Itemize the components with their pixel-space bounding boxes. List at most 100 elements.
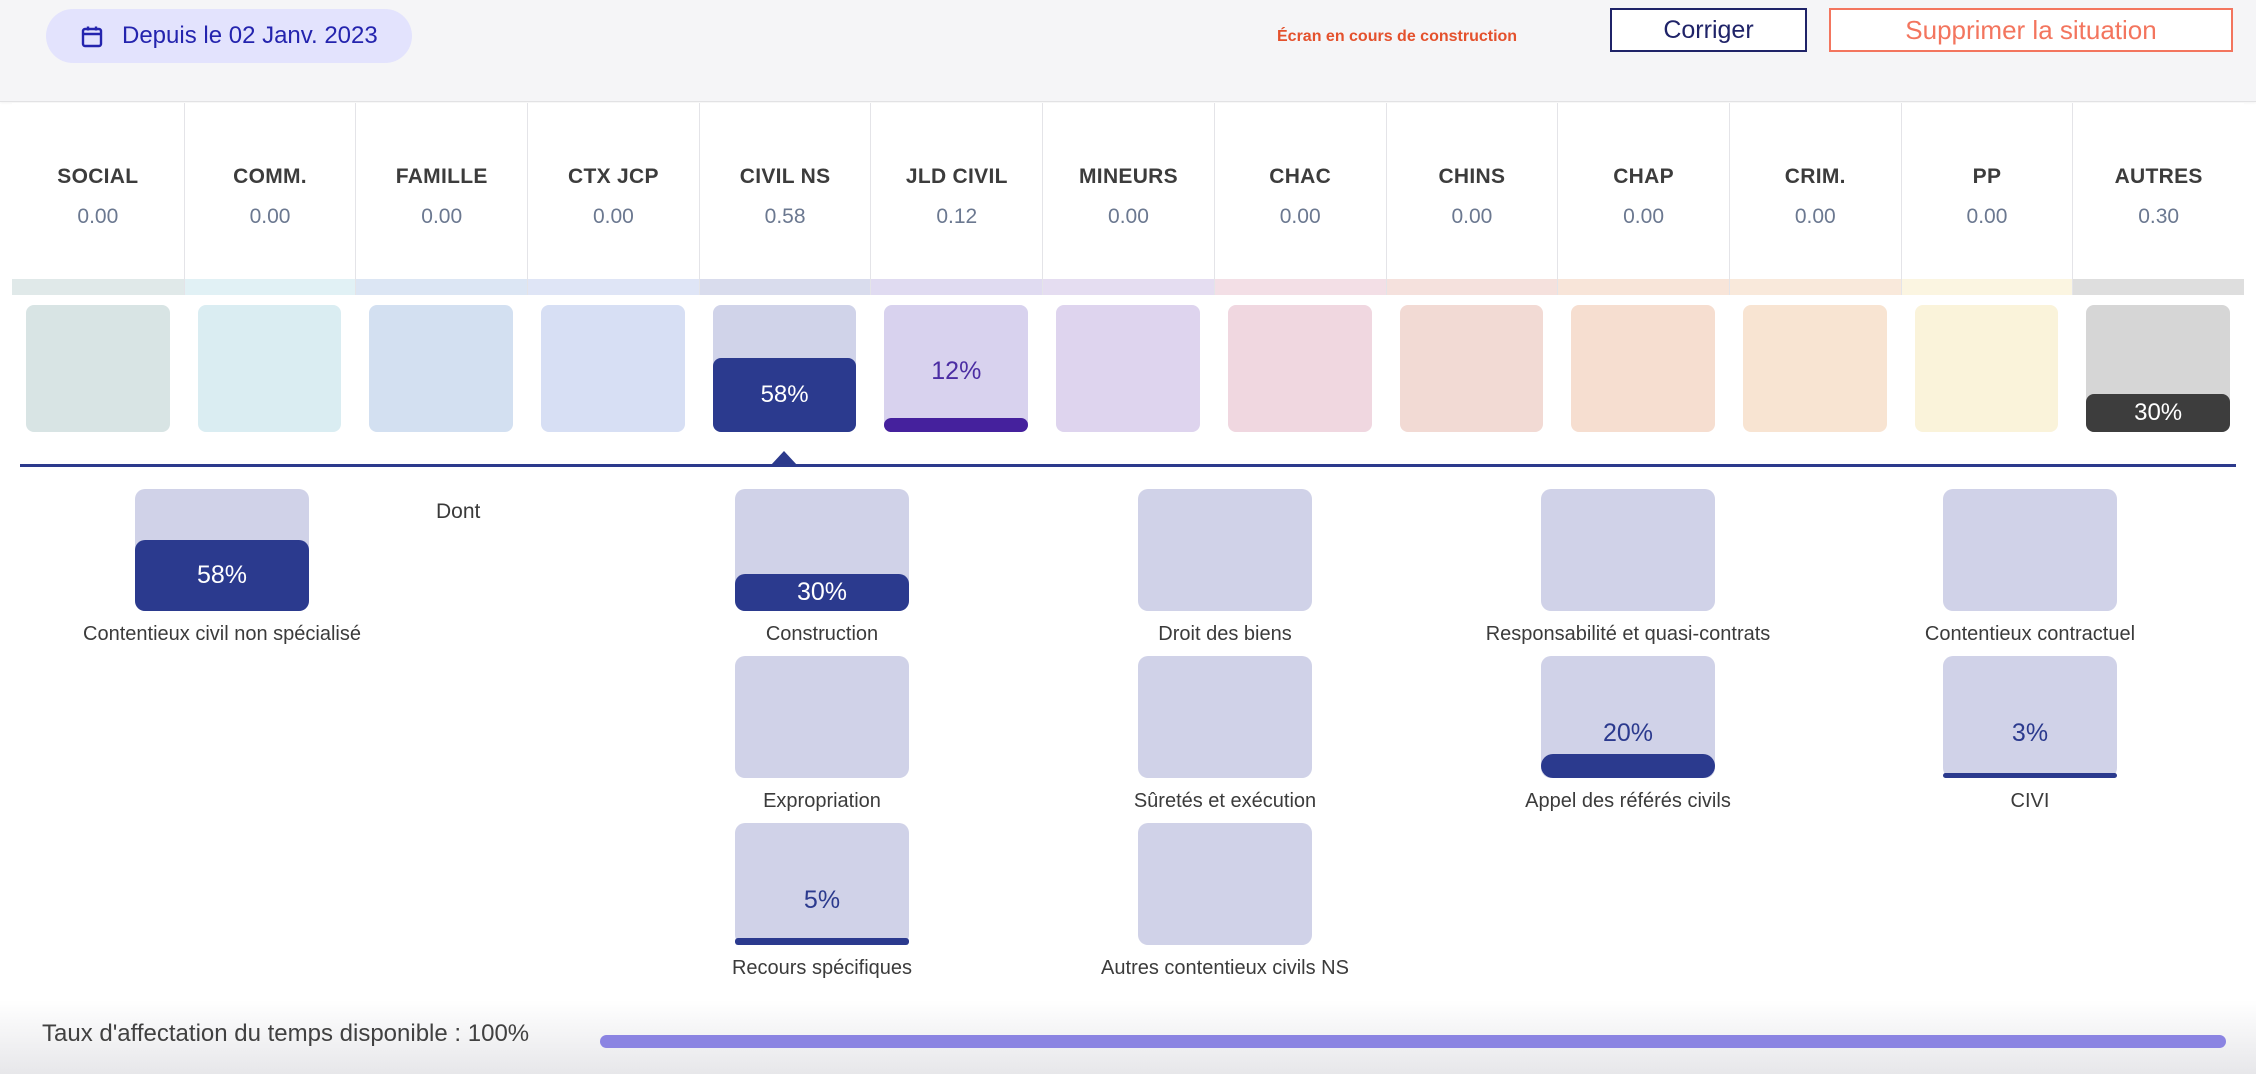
subcategory-box[interactable]: 3%	[1943, 656, 2117, 778]
category-header-chap[interactable]: CHAP 0.00	[1557, 103, 1729, 295]
subcategory-autres-contentieux-civils-ns: Autres contentieux civils NS	[1025, 823, 1425, 980]
subcategory-box[interactable]: 30%	[735, 489, 909, 611]
category-color-strip	[1386, 279, 1558, 295]
category-color-strip	[1214, 279, 1386, 295]
supprimer-situation-button[interactable]: Supprimer la situation	[1829, 8, 2233, 52]
percentage-label: 30%	[796, 578, 848, 607]
subcategory-box[interactable]: 5%	[735, 823, 909, 945]
subcategory-box[interactable]	[1541, 489, 1715, 611]
category-label: CRIM.	[1784, 165, 1846, 188]
subcategory-box[interactable]: 20%	[1541, 656, 1715, 778]
section-divider	[20, 464, 2236, 467]
category-header-chins[interactable]: CHINS 0.00	[1385, 103, 1558, 295]
tile-comm[interactable]	[197, 305, 342, 432]
subcategory-contentieux-contractuel: Contentieux contractuel	[1830, 489, 2230, 646]
tile-autres[interactable]: 30%	[2086, 305, 2230, 432]
tile-social[interactable]	[26, 305, 170, 432]
category-header-chac[interactable]: CHAC 0.00	[1213, 103, 1386, 295]
category-label: JLD CIVIL	[905, 165, 1008, 188]
subcategory-label: Autres contentieux civils NS	[1101, 957, 1349, 979]
category-value: 0.00	[77, 205, 119, 228]
category-header-comm[interactable]: COMM. 0.00	[183, 103, 356, 295]
subcategory-contentieux-civil-non-specialise: 58% Contentieux civil non spécialisé	[22, 489, 422, 646]
category-value: 0.00	[1966, 205, 2008, 228]
subcategory-box[interactable]	[1138, 656, 1312, 778]
category-header-pp[interactable]: PP 0.00	[1900, 103, 2073, 295]
tile-chins[interactable]	[1399, 305, 1544, 432]
category-label: FAMILLE	[395, 165, 488, 188]
category-header-social[interactable]: SOCIAL 0.00	[12, 103, 184, 295]
tile-famille[interactable]	[369, 305, 514, 432]
category-value: 0.00	[421, 205, 463, 228]
time-allocation-progress-bar	[600, 1035, 2226, 1048]
subcategory-box[interactable]	[1138, 823, 1312, 945]
category-color-strip	[1901, 279, 2073, 295]
subcategory-box[interactable]: 58%	[135, 489, 309, 611]
category-header-autres[interactable]: AUTRES 0.30	[2072, 103, 2244, 295]
category-label: AUTRES	[2114, 165, 2203, 188]
subcategory-label: Construction	[765, 623, 879, 645]
tile-percentage-bar	[884, 418, 1029, 432]
category-color-strip	[1729, 279, 1901, 295]
category-label: CTX JCP	[568, 165, 659, 188]
tile-jld-civil[interactable]: 12%	[884, 305, 1029, 432]
category-value: 0.30	[2138, 205, 2180, 228]
calendar-icon	[81, 26, 103, 48]
category-color-strip	[2073, 279, 2244, 295]
category-color-strip	[356, 279, 528, 295]
tile-pp[interactable]	[1914, 305, 2059, 432]
category-value: 0.00	[249, 205, 291, 228]
category-label: COMM.	[233, 165, 307, 188]
category-color-strip	[12, 279, 184, 295]
category-value: 0.00	[592, 205, 634, 228]
subcategory-label: Appel des référés civils	[1525, 790, 1731, 812]
category-label: CHAC	[1269, 165, 1332, 188]
category-value: 0.00	[1279, 205, 1321, 228]
subcategory-box[interactable]	[735, 656, 909, 778]
subcategory-box[interactable]	[1943, 489, 2117, 611]
subcategory-droit-des-biens: Droit des biens	[1025, 489, 1425, 646]
subcategory-appel-des-referes-civils: 20% Appel des référés civils	[1428, 656, 1828, 813]
category-color-strip	[184, 279, 356, 295]
subcategory-box[interactable]	[1138, 489, 1312, 611]
date-filter-pill[interactable]: Depuis le 02 Janv. 2023	[46, 9, 412, 63]
category-label: MINEURS	[1079, 165, 1178, 188]
percentage-fill: 58%	[135, 540, 309, 611]
category-header-row: SOCIAL 0.00 COMM. 0.00 FAMILLE 0.00 CTX …	[12, 103, 2244, 295]
percentage-bar	[735, 938, 909, 945]
percentage-bar	[1541, 753, 1715, 778]
subcategory-civi: 3% CIVI	[1830, 656, 2230, 813]
category-header-jld-civil[interactable]: JLD CIVIL 0.12	[870, 103, 1043, 295]
tile-crim[interactable]	[1742, 305, 1887, 432]
tile-chap[interactable]	[1571, 305, 1715, 432]
corriger-button[interactable]: Corriger	[1610, 8, 1807, 52]
subcategory-label: Responsabilité et quasi-contrats	[1485, 623, 1771, 645]
tile-percentage-fill: 30%	[2086, 393, 2230, 432]
tile-mineurs[interactable]	[1056, 305, 1200, 432]
category-color-strip	[1558, 279, 1729, 295]
percentage-fill: 30%	[735, 574, 909, 611]
percentage-label: 3%	[2011, 719, 2049, 748]
category-header-crim[interactable]: CRIM. 0.00	[1728, 103, 1901, 295]
subcategory-label: Expropriation	[763, 790, 881, 812]
subcategory-recours-specifiques: 5% Recours spécifiques	[622, 823, 1022, 980]
construction-notice: Écran en cours de construction	[1277, 28, 1518, 45]
category-header-civil-ns[interactable]: CIVIL NS 0.58	[698, 103, 871, 295]
percentage-label: 20%	[1602, 719, 1654, 748]
tile-ctx-jcp[interactable]	[541, 305, 685, 432]
category-value: 0.00	[1108, 205, 1149, 228]
tile-percentage-label: 30%	[2134, 398, 2183, 426]
category-header-ctx-jcp[interactable]: CTX JCP 0.00	[527, 103, 699, 295]
category-color-strip	[699, 279, 871, 295]
category-color-strip	[1043, 279, 1214, 295]
dont-label: Dont	[436, 500, 481, 523]
category-header-mineurs[interactable]: MINEURS 0.00	[1042, 103, 1214, 295]
category-label: CHINS	[1438, 165, 1506, 188]
category-header-famille[interactable]: FAMILLE 0.00	[355, 103, 528, 295]
tile-chac[interactable]	[1227, 305, 1372, 432]
tile-civil-ns[interactable]: 58%	[712, 305, 857, 432]
subcategory-responsabilite-quasi-contrats: Responsabilité et quasi-contrats	[1428, 489, 1828, 646]
category-value: 0.12	[936, 205, 978, 228]
subcategory-label: Contentieux contractuel	[1924, 623, 2136, 645]
